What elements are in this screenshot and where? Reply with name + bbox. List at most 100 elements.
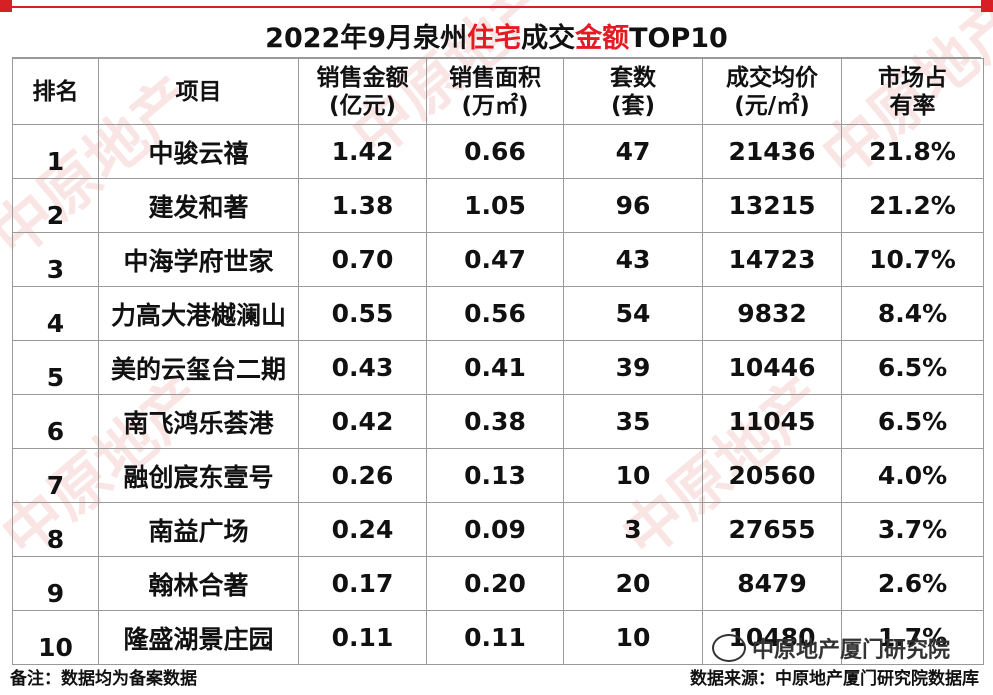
cell-units: 10 — [563, 610, 703, 665]
cell-area: 0.20 — [426, 556, 564, 611]
header-rank: 排名 — [12, 58, 99, 125]
cell-units: 3 — [563, 502, 703, 557]
title-highlight: 住宅 — [467, 23, 522, 54]
red-rule — [0, 6, 993, 8]
cell-rank: 7 — [12, 448, 99, 503]
cell-rank: 4 — [12, 286, 99, 341]
cell-area: 0.38 — [426, 394, 564, 449]
cell-rank: 9 — [12, 556, 99, 611]
cell-price: 21436 — [702, 124, 842, 179]
cell-project: 翰林合著 — [98, 556, 299, 611]
cell-units: 54 — [563, 286, 703, 341]
cell-price: 20560 — [702, 448, 842, 503]
cell-area: 0.09 — [426, 502, 564, 557]
cell-share: 1.7% — [841, 610, 984, 665]
corner-marker — [981, 0, 993, 12]
wechat-label: 中原地产厦门研究院 — [752, 638, 951, 663]
cell-project: 美的云玺台二期 — [98, 340, 299, 395]
cell-rank: 1 — [12, 124, 99, 179]
cell-project: 南益广场 — [98, 502, 299, 557]
cell-units: 43 — [563, 232, 703, 287]
cell-amount: 0.11 — [298, 610, 427, 665]
cell-share: 21.8% — [841, 124, 984, 179]
header-share: 市场占 有率 — [841, 58, 984, 125]
cell-amount: 0.17 — [298, 556, 427, 611]
cell-share: 6.5% — [841, 340, 984, 395]
cell-amount: 1.42 — [298, 124, 427, 179]
cell-amount: 0.42 — [298, 394, 427, 449]
cell-rank: 6 — [12, 394, 99, 449]
wechat-icon — [712, 634, 746, 662]
cell-units: 10 — [563, 448, 703, 503]
cell-area: 0.11 — [426, 610, 564, 665]
cell-share: 2.6% — [841, 556, 984, 611]
title-text: 成交 — [521, 23, 576, 54]
cell-share: 8.4% — [841, 286, 984, 341]
cell-units: 47 — [563, 124, 703, 179]
cell-rank: 5 — [12, 340, 99, 395]
cell-project: 隆盛湖景庄园 — [98, 610, 299, 665]
table-row: 7 融创宸东壹号 0.26 0.13 10 20560 4.0% — [12, 448, 984, 503]
cell-amount: 0.24 — [298, 502, 427, 557]
cell-project: 建发和著 — [98, 178, 299, 233]
table-header-row: 排名 项目 销售金额 (亿元) 销售面积 (万㎡) 套数 (套) 成交均价 (元/㎡) … — [12, 58, 984, 125]
cell-amount: 0.70 — [298, 232, 427, 287]
cell-rank: 3 — [12, 232, 99, 287]
cell-project: 融创宸东壹号 — [98, 448, 299, 503]
cell-project: 南飞鸿乐荟港 — [98, 394, 299, 449]
header-units: 套数 (套) — [563, 58, 703, 125]
table-row: 8 南益广场 0.24 0.09 3 27655 3.7% — [12, 502, 984, 557]
cell-share: 21.2% — [841, 178, 984, 233]
page-title: 2022年9月泉州住宅成交金额TOP10 — [12, 20, 981, 58]
cell-share: 4.0% — [841, 448, 984, 503]
cell-units: 39 — [563, 340, 703, 395]
ranking-table: 排名 项目 销售金额 (亿元) 销售面积 (万㎡) 套数 (套) 成交均价 (元/㎡) … — [12, 58, 984, 665]
cell-amount: 0.43 — [298, 340, 427, 395]
table-row: 2 建发和著 1.38 1.05 96 13215 21.2% — [12, 178, 984, 233]
cell-price: 10446 — [702, 340, 842, 395]
header-area: 销售面积 (万㎡) — [426, 58, 564, 125]
header-project: 项目 — [98, 58, 299, 125]
footer-note: 备注：数据均为备案数据 — [10, 669, 197, 689]
cell-price: 8479 — [702, 556, 842, 611]
cell-share: 6.5% — [841, 394, 984, 449]
title-text: TOP10 — [629, 23, 728, 54]
cell-area: 0.66 — [426, 124, 564, 179]
top-rule — [0, 0, 993, 16]
header-price: 成交均价 (元/㎡) — [702, 58, 842, 125]
cell-price: 14723 — [702, 232, 842, 287]
cell-share: 10.7% — [841, 232, 984, 287]
table-row: 6 南飞鸿乐荟港 0.42 0.38 35 11045 6.5% — [12, 394, 984, 449]
title-text: 2022年9月泉州 — [265, 23, 468, 54]
table-row: 5 美的云玺台二期 0.43 0.41 39 10446 6.5% — [12, 340, 984, 395]
cell-area: 0.47 — [426, 232, 564, 287]
cell-amount: 0.55 — [298, 286, 427, 341]
cell-area: 0.56 — [426, 286, 564, 341]
wechat-watermark: 中原地产厦门研究院 — [712, 632, 950, 664]
table-row: 1 中骏云禧 1.42 0.66 47 21436 21.8% — [12, 124, 984, 179]
cell-amount: 1.38 — [298, 178, 427, 233]
cell-project: 中海学府世家 — [98, 232, 299, 287]
cell-price: 9832 — [702, 286, 842, 341]
table-row: 3 中海学府世家 0.70 0.47 43 14723 10.7% — [12, 232, 984, 287]
cell-price: 13215 — [702, 178, 842, 233]
cell-area: 0.13 — [426, 448, 564, 503]
footer-source: 数据来源：中原地产厦门研究院数据库 — [690, 669, 979, 689]
cell-project: 力高大港樾澜山 — [98, 286, 299, 341]
title-highlight: 金额 — [575, 23, 630, 54]
cell-area: 0.41 — [426, 340, 564, 395]
table-row: 10 隆盛湖景庄园 0.11 0.11 10 10480 1.7% — [12, 610, 984, 665]
cell-rank: 2 — [12, 178, 99, 233]
cell-units: 20 — [563, 556, 703, 611]
table-row: 4 力高大港樾澜山 0.55 0.56 54 9832 8.4% — [12, 286, 984, 341]
header-amount: 销售金额 (亿元) — [298, 58, 427, 125]
cell-units: 35 — [563, 394, 703, 449]
cell-units: 96 — [563, 178, 703, 233]
table-row: 9 翰林合著 0.17 0.20 20 8479 2.6% — [12, 556, 984, 611]
cell-share: 3.7% — [841, 502, 984, 557]
cell-project: 中骏云禧 — [98, 124, 299, 179]
cell-amount: 0.26 — [298, 448, 427, 503]
cell-rank: 10 — [12, 610, 99, 665]
cell-price: 11045 — [702, 394, 842, 449]
cell-price: 27655 — [702, 502, 842, 557]
